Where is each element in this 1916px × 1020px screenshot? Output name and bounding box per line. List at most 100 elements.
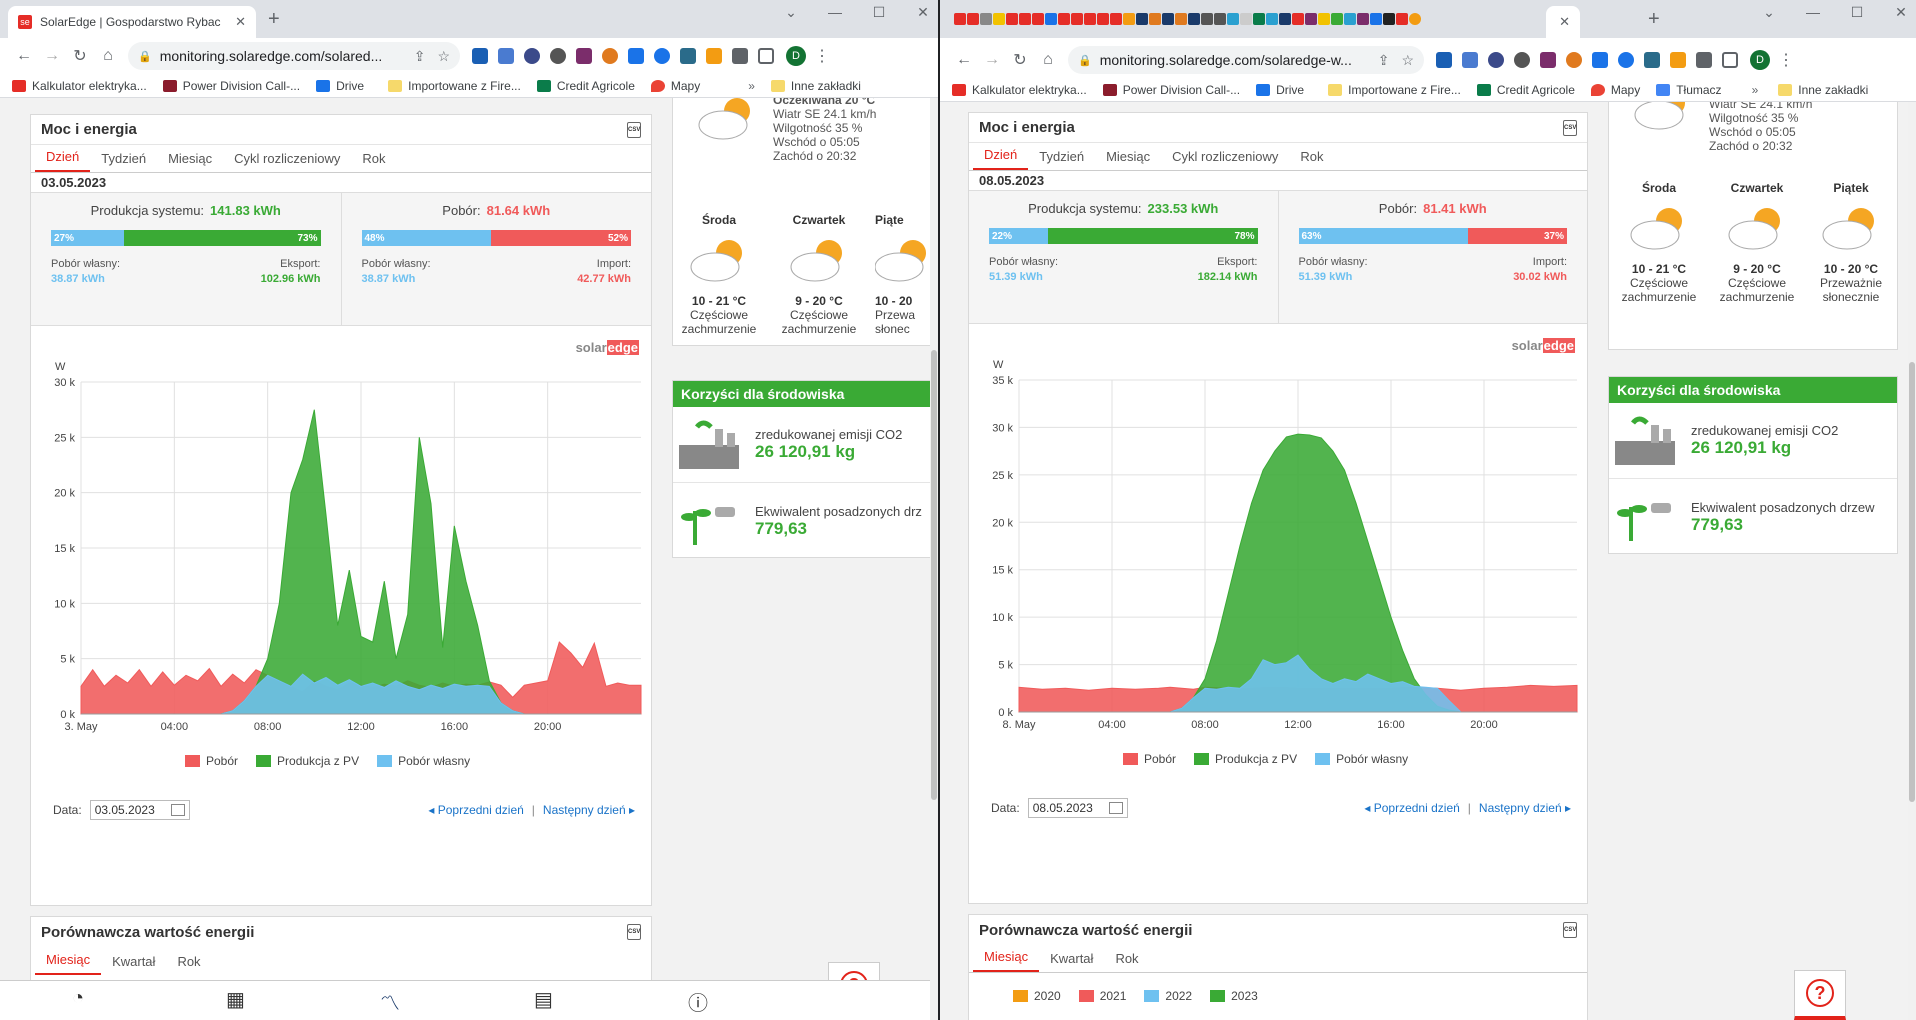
tab-month[interactable]: Miesiąc: [168, 151, 213, 166]
bookmark-item[interactable]: Credit Agricole: [536, 79, 635, 93]
maximize-icon[interactable]: ☐: [1850, 4, 1864, 20]
tab-favicon-icon[interactable]: [1318, 13, 1330, 25]
bookmark-item[interactable]: Power Division Call-...: [1102, 83, 1240, 97]
legend-item-2020[interactable]: 2020: [1013, 989, 1061, 1003]
tab-favicon-icon[interactable]: [1006, 13, 1018, 25]
tab-favicon-icon[interactable]: [1188, 13, 1200, 25]
bookmark-item[interactable]: Inne zakładki: [1778, 83, 1868, 97]
tab-week[interactable]: Tydzień: [101, 151, 147, 166]
legend-item-2021[interactable]: 2021: [1078, 989, 1126, 1003]
home-icon[interactable]: ⌂: [103, 47, 113, 64]
legend-item-2023[interactable]: 2023: [1210, 989, 1258, 1003]
tab-favicon-icon[interactable]: [1292, 13, 1304, 25]
extension-icon[interactable]: [1566, 52, 1582, 68]
extension-icon[interactable]: [524, 48, 540, 64]
csv-export-icon[interactable]: CSV: [1563, 922, 1577, 938]
bookmark-item[interactable]: Drive: [316, 79, 364, 93]
tab-favicon-icon[interactable]: [1370, 13, 1382, 25]
new-tab-icon[interactable]: +: [268, 8, 280, 30]
tab-year[interactable]: Rok: [1300, 149, 1324, 164]
tab-favicon-icon[interactable]: [1240, 13, 1252, 25]
calendar-icon[interactable]: [1108, 802, 1123, 814]
tab-favicon-icon[interactable]: [993, 13, 1005, 25]
legend-item-self[interactable]: Pobór własny: [1315, 752, 1408, 766]
close-window-icon[interactable]: ✕: [917, 4, 929, 20]
legend-item-production[interactable]: Produkcja z PV: [256, 754, 359, 768]
extension-icon[interactable]: [576, 48, 592, 64]
tab-month[interactable]: Miesiąc: [35, 952, 102, 975]
tab-quarter[interactable]: Kwartał: [112, 954, 156, 969]
alerts-icon[interactable]: ⓘ: [688, 993, 708, 1015]
tab-favicon-icon[interactable]: [1097, 13, 1109, 25]
bookmark-item[interactable]: Importowane z Fire...: [388, 79, 521, 93]
extension-icon[interactable]: [1462, 52, 1478, 68]
tab-favicon-icon[interactable]: [1045, 13, 1057, 25]
forward-icon[interactable]: →: [44, 47, 60, 64]
bookmark-item[interactable]: Tłumacz: [1656, 83, 1722, 97]
tab-favicon-icon[interactable]: [1227, 13, 1239, 25]
tab-day[interactable]: Dzień: [35, 149, 91, 172]
address-bar[interactable]: 🔒 monitoring.solaredge.com/solaredge-w..…: [1068, 46, 1424, 74]
bookmark-item[interactable]: Kalkulator elektryka...: [12, 79, 147, 93]
tab-year[interactable]: Rok: [177, 954, 201, 969]
reload-icon[interactable]: ↻: [1013, 52, 1027, 69]
extension-icon[interactable]: [706, 48, 722, 64]
legend-item-consumption[interactable]: Pobór: [1123, 752, 1176, 766]
tab-favicon-icon[interactable]: [1019, 13, 1031, 25]
tab-favicon-icon[interactable]: [954, 13, 966, 25]
browser-tab[interactable]: se SolarEdge | Gospodarstwo Rybac ✕: [8, 6, 256, 38]
tab-favicon-icon[interactable]: [1383, 13, 1395, 25]
extension-icon[interactable]: [550, 48, 566, 64]
calendar-icon[interactable]: [170, 804, 185, 816]
chevron-down-icon[interactable]: ⌄: [785, 4, 797, 20]
tab-billing-cycle[interactable]: Cykl rozliczeniowy: [1172, 149, 1279, 164]
sidepanel-icon[interactable]: [758, 48, 774, 64]
bookmark-item[interactable]: Importowane z Fire...: [1328, 83, 1461, 97]
tab-month[interactable]: Miesiąc: [1106, 149, 1151, 164]
layout-grid-icon[interactable]: ▦: [226, 989, 245, 1011]
extension-icon[interactable]: [1436, 52, 1452, 68]
tab-favicon-icon[interactable]: [1331, 13, 1343, 25]
tab-favicon-icon[interactable]: [967, 13, 979, 25]
charts-icon[interactable]: 〽: [380, 993, 400, 1015]
tab-billing-cycle[interactable]: Cykl rozliczeniowy: [234, 151, 341, 166]
back-icon[interactable]: ←: [956, 51, 972, 68]
bookmark-item[interactable]: Kalkulator elektryka...: [952, 83, 1087, 97]
date-input[interactable]: 03.05.2023: [89, 800, 190, 820]
extension-icon[interactable]: [628, 48, 644, 64]
legend-item-2022[interactable]: 2022: [1144, 989, 1192, 1003]
next-day-link[interactable]: Następny dzień: [1478, 801, 1562, 815]
dashboard-icon[interactable]: ◔: [72, 987, 85, 1009]
new-tab-icon[interactable]: +: [1648, 8, 1660, 30]
tab-year[interactable]: Rok: [1115, 951, 1139, 966]
reports-icon[interactable]: ▤: [534, 989, 553, 1011]
extension-icon[interactable]: [654, 48, 670, 64]
bookmark-item[interactable]: Mapy: [650, 79, 700, 93]
scrollbar[interactable]: [930, 98, 938, 1020]
share-icon[interactable]: ⇪: [1377, 51, 1390, 68]
puzzle-icon[interactable]: [1696, 52, 1712, 68]
tab-favicon-icon[interactable]: [1162, 13, 1174, 25]
csv-export-icon[interactable]: CSV: [627, 924, 641, 940]
extension-icon[interactable]: [1488, 52, 1504, 68]
legend-item-self[interactable]: Pobór własny: [377, 754, 470, 768]
extension-icon[interactable]: [1540, 52, 1556, 68]
legend-item-consumption[interactable]: Pobór: [185, 754, 238, 768]
minimize-icon[interactable]: —: [1806, 4, 1820, 20]
tab-favicon-icon[interactable]: [1279, 13, 1291, 25]
reload-icon[interactable]: ↻: [73, 48, 87, 65]
csv-export-icon[interactable]: CSV: [1563, 119, 1577, 136]
star-icon[interactable]: ☆: [1401, 51, 1414, 68]
tab-favicon-icon[interactable]: [1396, 13, 1408, 25]
tab-favicon-icon[interactable]: [1344, 13, 1356, 25]
scrollbar[interactable]: [1908, 102, 1916, 1020]
prev-day-link[interactable]: Poprzedni dzień: [1373, 801, 1460, 815]
tab-favicon-icon[interactable]: [1357, 13, 1369, 25]
csv-export-icon[interactable]: CSV: [627, 121, 641, 138]
tab-favicon-icon[interactable]: [1032, 13, 1044, 25]
close-tab-icon[interactable]: ✕: [1559, 14, 1570, 29]
tab-year[interactable]: Rok: [362, 151, 386, 166]
address-bar[interactable]: 🔒 monitoring.solaredge.com/solared... ⇪ ☆: [128, 42, 460, 70]
maximize-icon[interactable]: ☐: [872, 4, 886, 20]
bookmark-item[interactable]: Credit Agricole: [1476, 83, 1575, 97]
